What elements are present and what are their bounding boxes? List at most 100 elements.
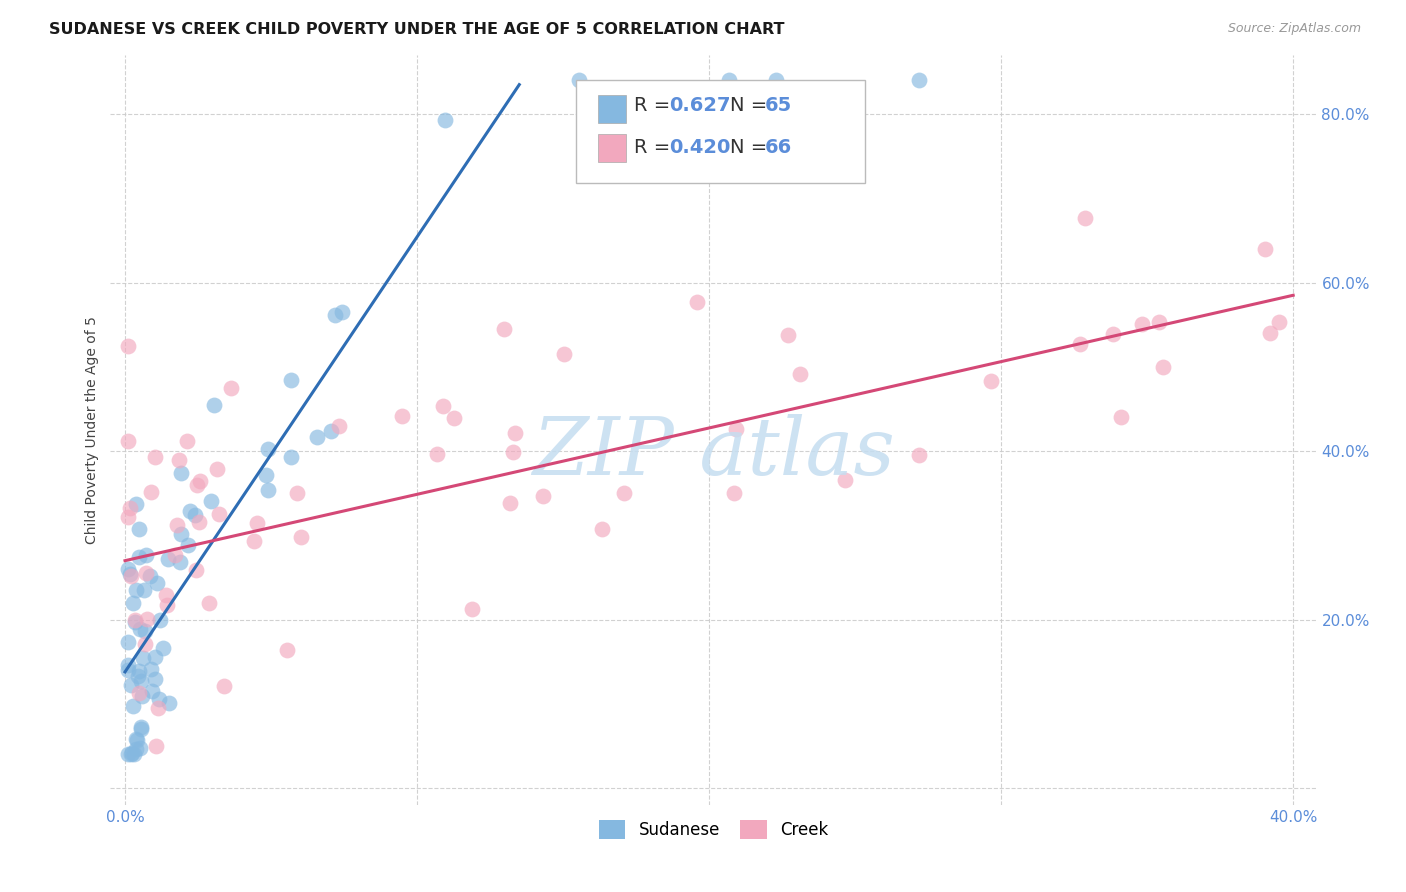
Point bbox=[132, 651, 155, 665]
Point bbox=[176, 538, 198, 552]
Point bbox=[1069, 337, 1091, 351]
Point bbox=[186, 478, 208, 492]
Point bbox=[328, 419, 350, 434]
Point bbox=[1258, 326, 1281, 340]
Point bbox=[120, 501, 142, 516]
Point bbox=[834, 473, 856, 487]
Point bbox=[908, 73, 931, 87]
Point bbox=[128, 669, 150, 683]
Point bbox=[117, 747, 139, 762]
Text: R =: R = bbox=[634, 137, 676, 157]
Point bbox=[155, 588, 177, 602]
Point bbox=[125, 732, 148, 747]
Point bbox=[135, 612, 157, 626]
Point bbox=[124, 582, 146, 597]
Point bbox=[305, 430, 328, 444]
Point bbox=[765, 73, 787, 87]
Point bbox=[120, 566, 142, 581]
Text: Source: ZipAtlas.com: Source: ZipAtlas.com bbox=[1227, 22, 1361, 36]
Point bbox=[128, 550, 150, 565]
Point bbox=[163, 549, 186, 563]
Point bbox=[205, 462, 228, 476]
Point bbox=[789, 367, 811, 381]
Point bbox=[568, 73, 591, 87]
Point bbox=[121, 747, 143, 761]
Point bbox=[591, 522, 613, 536]
Point bbox=[156, 599, 179, 613]
Point bbox=[117, 663, 139, 677]
Point bbox=[169, 555, 191, 569]
Y-axis label: Child Poverty Under the Age of 5: Child Poverty Under the Age of 5 bbox=[86, 316, 100, 544]
Point bbox=[120, 569, 142, 583]
Point bbox=[120, 747, 142, 762]
Point bbox=[1147, 315, 1170, 329]
Point bbox=[117, 509, 139, 524]
Point bbox=[122, 596, 145, 610]
Text: N =: N = bbox=[730, 137, 773, 157]
Point bbox=[188, 474, 211, 488]
Point bbox=[176, 434, 198, 448]
Point bbox=[280, 372, 302, 386]
Point bbox=[188, 515, 211, 529]
Point bbox=[980, 375, 1002, 389]
Point bbox=[276, 642, 298, 657]
Point bbox=[125, 497, 148, 511]
Point bbox=[117, 657, 139, 672]
Point bbox=[717, 73, 740, 87]
Point bbox=[280, 450, 302, 465]
Point bbox=[290, 530, 312, 544]
Text: 0.627: 0.627 bbox=[669, 95, 731, 115]
Point bbox=[134, 637, 156, 651]
Point bbox=[145, 739, 167, 753]
Point bbox=[124, 615, 146, 629]
Text: N =: N = bbox=[730, 95, 773, 115]
Point bbox=[157, 697, 180, 711]
Point bbox=[139, 568, 162, 582]
Point bbox=[242, 533, 264, 548]
Point bbox=[129, 741, 152, 756]
Text: 0.420: 0.420 bbox=[669, 137, 731, 157]
Point bbox=[179, 503, 201, 517]
Point bbox=[330, 304, 353, 318]
Point bbox=[1254, 242, 1277, 256]
Point bbox=[257, 483, 280, 497]
Point bbox=[129, 723, 152, 737]
Point bbox=[121, 698, 143, 713]
Point bbox=[724, 422, 747, 436]
Point bbox=[124, 614, 146, 628]
Point bbox=[170, 466, 193, 480]
Point bbox=[169, 453, 191, 467]
Point bbox=[129, 673, 152, 688]
Point bbox=[686, 294, 709, 309]
Point bbox=[146, 700, 169, 714]
Point bbox=[129, 720, 152, 734]
Point bbox=[200, 493, 222, 508]
Point bbox=[139, 662, 162, 676]
Point bbox=[212, 680, 235, 694]
Point bbox=[166, 518, 188, 533]
Text: ZIP atlas: ZIP atlas bbox=[531, 414, 894, 491]
Point bbox=[553, 346, 575, 360]
Point bbox=[122, 747, 145, 762]
Point bbox=[198, 596, 221, 610]
Point bbox=[184, 563, 207, 577]
Point bbox=[170, 527, 193, 541]
Point bbox=[1109, 410, 1132, 425]
Point bbox=[1074, 211, 1097, 226]
Point bbox=[117, 562, 139, 576]
Point bbox=[141, 684, 163, 698]
Point bbox=[127, 732, 149, 747]
Point bbox=[499, 496, 522, 510]
Point bbox=[323, 308, 346, 322]
Point bbox=[208, 508, 231, 522]
Point bbox=[148, 691, 170, 706]
Point bbox=[503, 426, 526, 441]
Text: 66: 66 bbox=[765, 137, 792, 157]
Text: 65: 65 bbox=[765, 95, 792, 115]
Point bbox=[125, 742, 148, 756]
Point bbox=[426, 447, 449, 461]
Point bbox=[443, 410, 465, 425]
Point bbox=[117, 339, 139, 353]
Point bbox=[285, 485, 308, 500]
Point bbox=[184, 508, 207, 522]
